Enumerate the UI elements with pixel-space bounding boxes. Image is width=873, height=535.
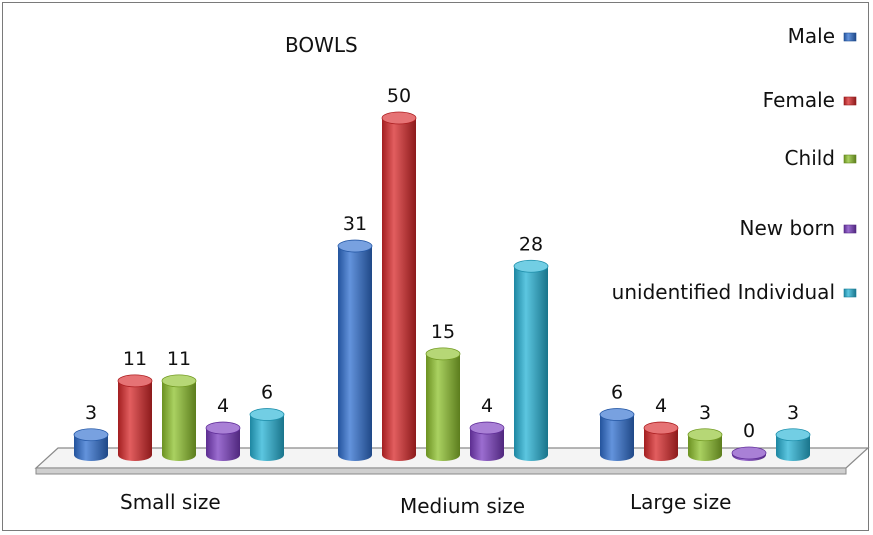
chart-title: BOWLS [285, 33, 358, 57]
legend-label: Female [763, 88, 835, 112]
bar-female-large-size [644, 428, 678, 461]
data-label: 50 [387, 85, 411, 107]
bar-cap [775, 428, 811, 442]
bar-child-small-size [162, 380, 196, 461]
data-label: 4 [217, 395, 229, 417]
bar-cap [513, 259, 549, 273]
legend-label: Child [785, 146, 835, 170]
bar-male-small-size [74, 434, 108, 461]
data-label: 3 [699, 402, 711, 424]
bar-cap [117, 374, 153, 388]
bar-new-born-small-size [206, 428, 240, 461]
legend-label: New born [740, 216, 835, 240]
bar-male-medium-size [338, 246, 372, 461]
bar-unidentified-individual-small-size [250, 414, 284, 461]
bar-female-medium-size [382, 118, 416, 461]
bar-cap [469, 421, 505, 435]
bar-cap [205, 421, 241, 435]
legend-label: Male [788, 24, 835, 48]
bar-child-medium-size [426, 353, 460, 461]
legend-swatch [843, 96, 857, 106]
bar-female-small-size [118, 380, 152, 461]
legend-swatch [843, 32, 857, 42]
bar-cap [337, 239, 373, 253]
bar-cap [643, 421, 679, 435]
data-label: 4 [481, 395, 493, 417]
category-labels: Small size Medium size Large size [120, 490, 731, 518]
bar-unidentified-individual-medium-size [514, 266, 548, 461]
bar-cap [381, 111, 417, 125]
bar-child-large-size [688, 434, 722, 461]
bars [73, 111, 811, 461]
floor-edge [35, 467, 847, 475]
data-label: 4 [655, 395, 667, 417]
bar-cap [425, 347, 461, 361]
data-label: 6 [261, 382, 273, 404]
bar-cap [161, 374, 197, 388]
data-label: 11 [123, 348, 147, 370]
data-label: 3 [85, 402, 97, 424]
data-label: 11 [167, 348, 191, 370]
legend: Male Female Child New born unidentified Indi… [612, 24, 857, 304]
data-label: 3 [787, 402, 799, 424]
data-label: 0 [743, 420, 755, 442]
bar-cap [73, 428, 109, 442]
bar-unidentified-individual-large-size [776, 434, 810, 461]
legend-label: unidentified Individual [612, 280, 835, 304]
data-labels: 3 11 11 4 6 31 50 15 4 28 6 4 3 0 3 [85, 85, 799, 442]
category-label: Small size [120, 490, 221, 514]
bar-cap [249, 408, 285, 421]
legend-swatch [843, 288, 857, 298]
data-label: 6 [611, 382, 623, 404]
bar-cap [731, 446, 767, 460]
bar-cap [687, 428, 723, 442]
category-label: Large size [630, 490, 731, 514]
category-label: Medium size [400, 494, 525, 518]
bar-new-born-medium-size [470, 428, 504, 461]
data-label: 15 [431, 321, 455, 343]
data-label: 31 [343, 213, 367, 235]
legend-swatch [843, 154, 857, 164]
data-label: 28 [519, 233, 543, 255]
legend-swatch [843, 224, 857, 234]
bar-male-large-size [600, 414, 634, 461]
bar-cap [599, 408, 635, 421]
